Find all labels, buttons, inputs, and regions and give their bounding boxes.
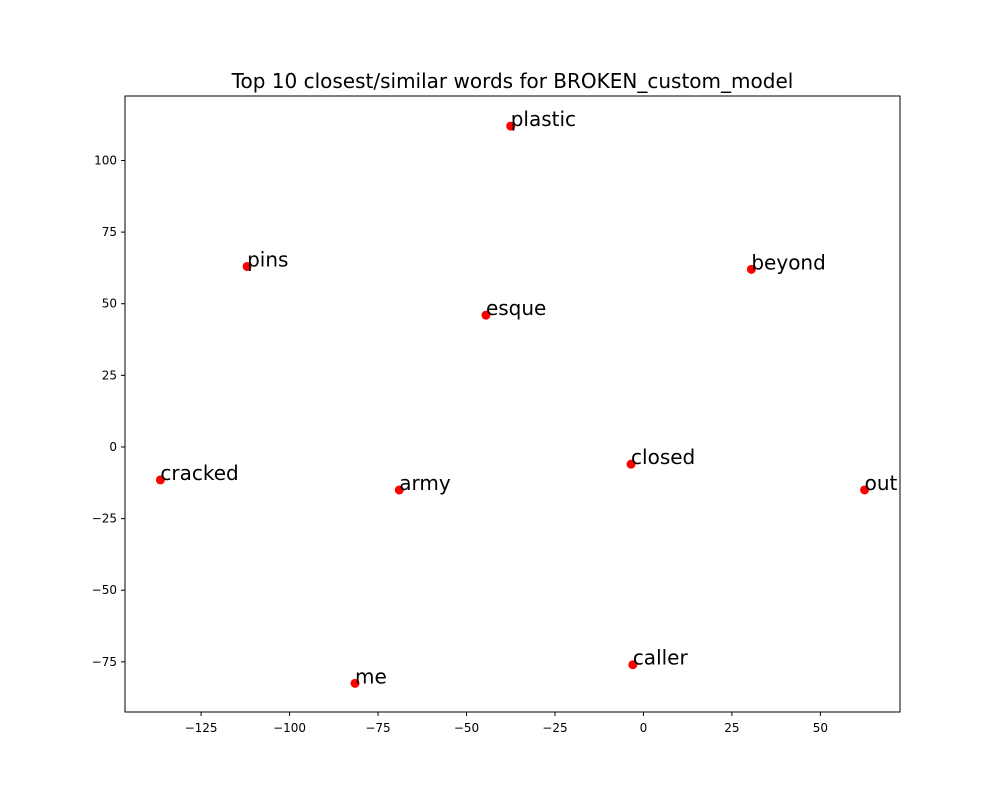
data-point-marker <box>350 678 360 688</box>
x-tick-label: 50 <box>813 721 828 735</box>
x-tick-label: 25 <box>724 721 739 735</box>
y-tick-label: −25 <box>92 512 117 526</box>
y-tick-label: 100 <box>94 153 117 167</box>
x-tick-label: 0 <box>640 721 648 735</box>
y-tick-label: 0 <box>109 440 117 454</box>
y-axis-ticks: −75 −50 −25 0 25 50 75 100 <box>92 153 125 669</box>
y-tick-label: −75 <box>92 655 117 669</box>
x-axis-ticks: −125 −100 −75 −50 −25 0 25 50 <box>185 712 828 735</box>
data-point-label: plastic <box>511 107 576 131</box>
y-tick-label: 75 <box>102 225 117 239</box>
x-tick-label: −125 <box>185 721 218 735</box>
data-point-marker <box>506 121 516 131</box>
x-tick-label: −50 <box>454 721 479 735</box>
data-point-label: esque <box>486 296 546 320</box>
y-tick-label: 50 <box>102 297 117 311</box>
data-point-label: out <box>865 471 898 495</box>
x-tick-label: −25 <box>542 721 567 735</box>
y-tick-label: −50 <box>92 583 117 597</box>
data-point-label: beyond <box>751 250 825 274</box>
data-point-marker <box>860 485 870 495</box>
data-point-marker <box>481 310 491 320</box>
y-tick-label: 25 <box>102 368 117 382</box>
data-point-label: cracked <box>160 461 238 485</box>
data-points: plastic pins beyond esque cracked closed army o… <box>155 107 898 688</box>
data-point-marker <box>746 264 756 274</box>
data-point-label: army <box>399 471 451 495</box>
data-point-label: caller <box>633 646 689 670</box>
plot-area-frame <box>124 95 901 713</box>
data-point-marker <box>394 485 404 495</box>
x-tick-label: −75 <box>365 721 390 735</box>
data-point-marker <box>155 475 165 485</box>
data-point-label: closed <box>631 445 695 469</box>
data-point-label: me <box>355 664 387 688</box>
data-point-label: pins <box>247 247 288 271</box>
data-point-marker <box>242 261 252 271</box>
data-point-marker <box>626 459 636 469</box>
data-point-marker <box>628 660 638 670</box>
chart-title: Top 10 closest/similar words for BROKEN_… <box>231 69 794 93</box>
x-tick-label: −100 <box>273 721 306 735</box>
